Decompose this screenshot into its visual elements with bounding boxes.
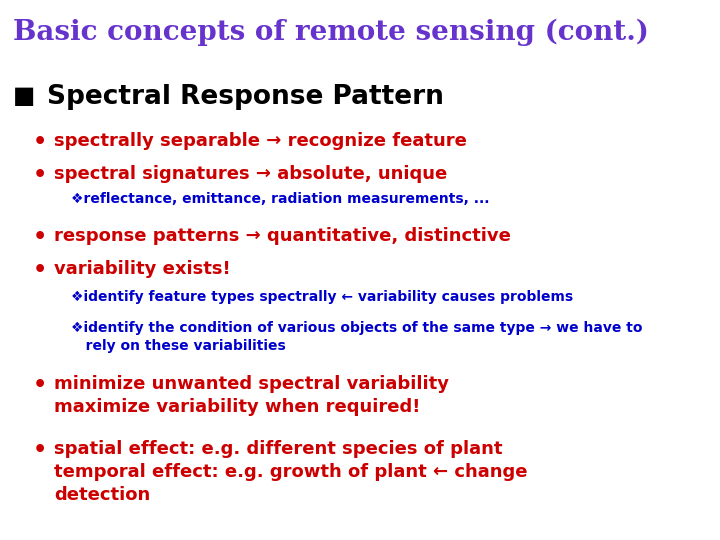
Text: •: • [32, 440, 47, 460]
Text: ■: ■ [13, 84, 35, 107]
Text: •: • [32, 375, 47, 395]
Text: •: • [32, 227, 47, 247]
Text: •: • [32, 132, 47, 152]
Text: Basic concepts of remote sensing (cont.): Basic concepts of remote sensing (cont.) [13, 19, 649, 46]
Text: ❖reflectance, emittance, radiation measurements, ...: ❖reflectance, emittance, radiation measu… [71, 192, 489, 206]
Text: ❖identify feature types spectrally ← variability causes problems: ❖identify feature types spectrally ← var… [71, 290, 572, 304]
Text: Spectral Response Pattern: Spectral Response Pattern [47, 84, 444, 110]
Text: minimize unwanted spectral variability
maximize variability when required!: minimize unwanted spectral variability m… [54, 375, 449, 416]
Text: spectral signatures → absolute, unique: spectral signatures → absolute, unique [54, 165, 447, 183]
Text: spatial effect: e.g. different species of plant
temporal effect: e.g. growth of : spatial effect: e.g. different species o… [54, 440, 528, 504]
Text: variability exists!: variability exists! [54, 260, 230, 278]
Text: •: • [32, 260, 47, 280]
Text: spectrally separable → recognize feature: spectrally separable → recognize feature [54, 132, 467, 150]
Text: response patterns → quantitative, distinctive: response patterns → quantitative, distin… [54, 227, 511, 245]
Text: ❖identify the condition of various objects of the same type → we have to
   rely: ❖identify the condition of various objec… [71, 321, 642, 353]
Text: •: • [32, 165, 47, 185]
